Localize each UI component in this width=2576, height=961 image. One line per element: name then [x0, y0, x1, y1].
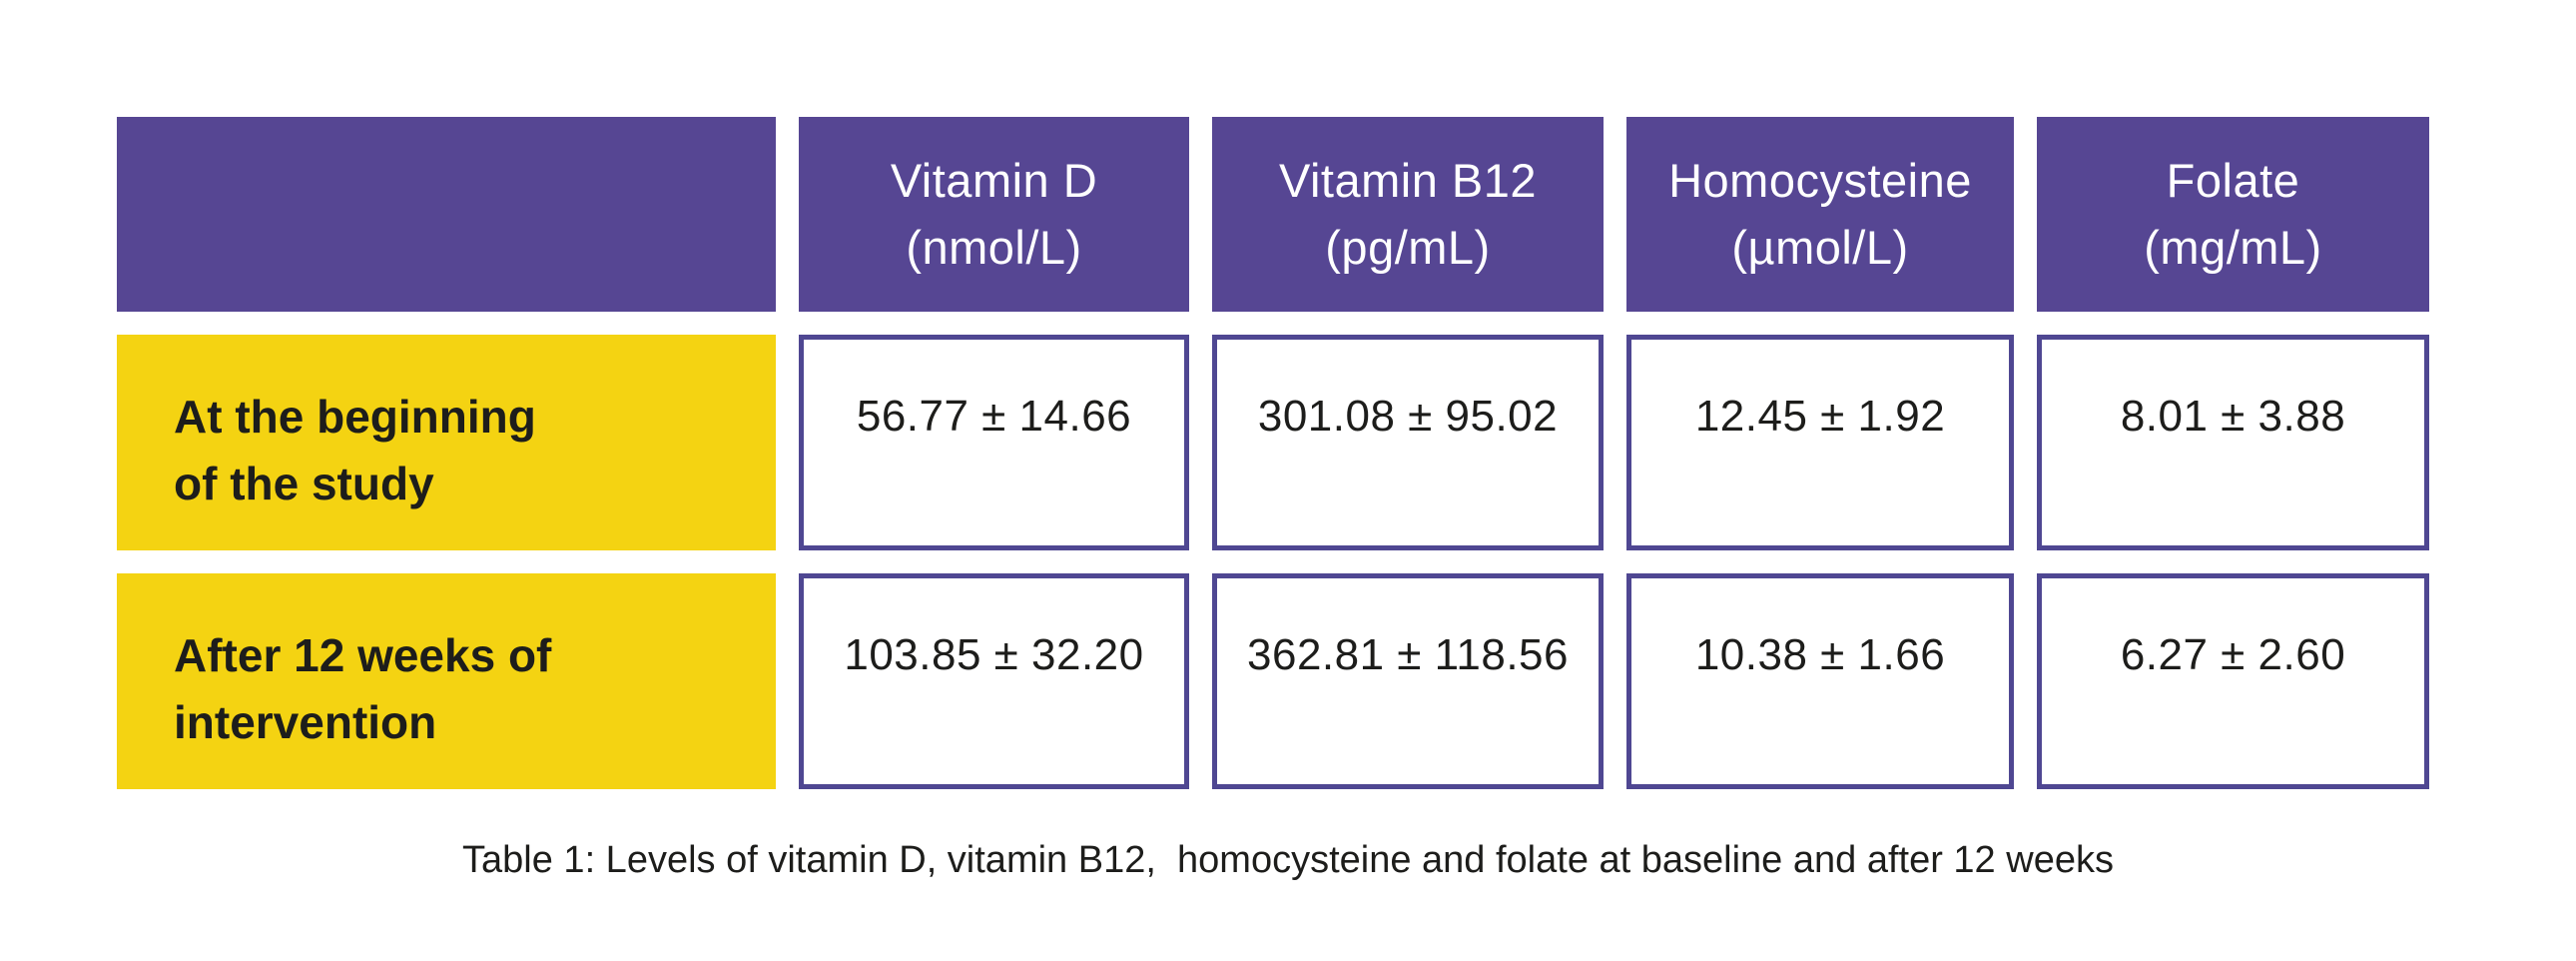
value-baseline-vitamin-b12: 301.08 ± 95.02 — [1212, 335, 1604, 550]
value-baseline-vitamin-d: 56.77 ± 14.66 — [799, 335, 1189, 550]
header-unit: (µmol/L) — [1731, 220, 1909, 274]
header-unit: (nmol/L) — [906, 220, 1082, 274]
header-unit: (mg/mL) — [2144, 220, 2322, 274]
header-cell-vitamin-d: Vitamin D (nmol/L) — [799, 117, 1189, 312]
value-baseline-homocysteine: 12.45 ± 1.92 — [1626, 335, 2014, 550]
row-label-line: of the study — [174, 458, 434, 509]
header-label: Vitamin B12 — [1278, 153, 1538, 207]
value-baseline-folate: 8.01 ± 3.88 — [2037, 335, 2429, 550]
header-unit: (pg/mL) — [1325, 220, 1491, 274]
header-corner-cell — [117, 117, 776, 312]
value-week12-folate: 6.27 ± 2.60 — [2037, 573, 2429, 789]
table-caption: Table 1: Levels of vitamin D, vitamin B1… — [462, 839, 2114, 881]
row-label-line: After 12 weeks of — [174, 628, 552, 681]
header-label: Folate — [2166, 153, 2300, 207]
vitamin-levels-table: Vitamin D (nmol/L) Vitamin B12 (pg/mL) H… — [117, 117, 2429, 789]
header-cell-homocysteine: Homocysteine (µmol/L) — [1626, 117, 2014, 312]
row-label-line: At the beginning — [174, 390, 536, 443]
value-week12-vitamin-b12: 362.81 ± 118.56 — [1212, 573, 1604, 789]
header-cell-folate: Folate (mg/mL) — [2037, 117, 2429, 312]
row-label-week12: After 12 weeks of intervention — [117, 573, 776, 789]
header-label: Vitamin D — [890, 153, 1098, 207]
value-week12-vitamin-d: 103.85 ± 32.20 — [799, 573, 1189, 789]
header-cell-vitamin-b12: Vitamin B12 (pg/mL) — [1212, 117, 1604, 312]
header-label: Homocysteine — [1668, 153, 1972, 207]
row-label-baseline: At the beginning of the study — [117, 335, 776, 550]
value-week12-homocysteine: 10.38 ± 1.66 — [1626, 573, 2014, 789]
row-label-line: intervention — [174, 696, 437, 748]
